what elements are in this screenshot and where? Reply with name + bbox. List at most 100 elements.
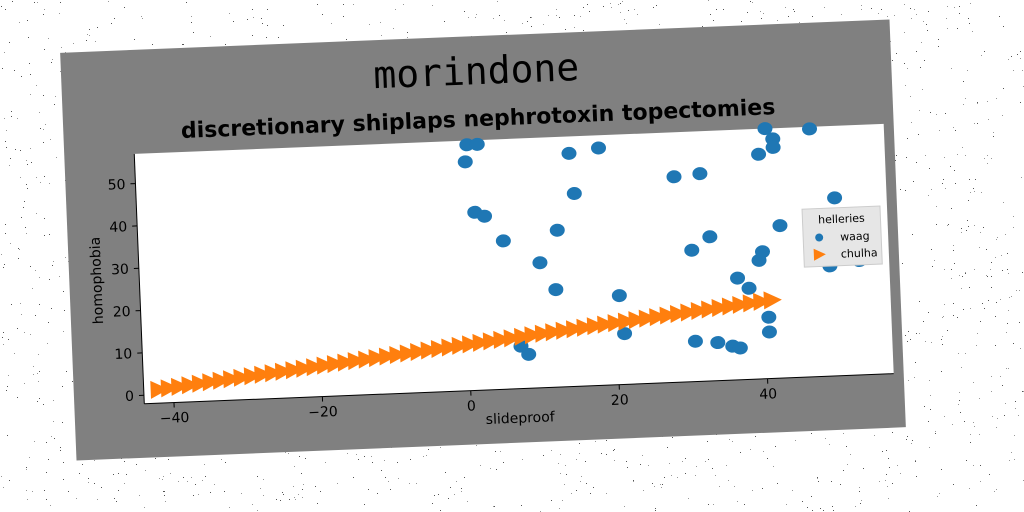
waag-point (469, 137, 485, 151)
chulha-point (285, 361, 304, 380)
waag-point (548, 283, 564, 297)
chulha-point (170, 377, 190, 396)
y-axis-ticks: 0 10 20 30 40 50 (107, 177, 144, 405)
x-axis-label: slideproof (485, 409, 556, 428)
x-tick-label: 20 (611, 392, 629, 409)
chulha-point (680, 303, 699, 322)
waag-point (477, 209, 493, 223)
waag-point (730, 271, 746, 285)
chulha-point (378, 347, 398, 366)
chulha-point (430, 339, 450, 358)
waag-point (687, 334, 703, 348)
chulha-point (181, 376, 200, 395)
waag-point (457, 155, 473, 169)
x-axis-ticks: −40 −20 0 20 40 (160, 378, 777, 427)
chulha-point (399, 344, 419, 363)
chulha-point (233, 368, 252, 387)
chulha-point (669, 305, 689, 324)
waag-point (827, 191, 843, 205)
chulha-point (254, 365, 273, 384)
y-tick-label: 0 (125, 389, 135, 405)
y-tick-label: 20 (112, 304, 130, 321)
chulha-point (472, 333, 491, 352)
chulha-point (441, 338, 460, 357)
legend-label-waag: waag (840, 229, 870, 243)
y-axis-line (133, 153, 145, 404)
x-tick-label: 0 (467, 398, 477, 414)
chulha-point (493, 330, 512, 349)
chulha-point (545, 323, 564, 342)
waag-point (761, 310, 777, 324)
waag-point (751, 147, 767, 161)
chulha-point (337, 353, 356, 372)
waag-point (532, 256, 548, 270)
chulha-point (150, 380, 169, 399)
chulha-point (274, 362, 294, 381)
chulha-point (690, 302, 710, 320)
waag-point (591, 141, 606, 155)
waag-point (741, 281, 757, 295)
chulha-point (264, 364, 283, 383)
legend-title: helleries (818, 212, 865, 227)
plot-area (134, 123, 894, 404)
y-tick-label: 10 (114, 346, 132, 363)
chulha-point (223, 370, 242, 389)
waag-point (757, 122, 773, 136)
waag-point (754, 245, 770, 259)
legend-marker-chulha (813, 248, 826, 261)
x-tick-label: −40 (160, 410, 190, 427)
chulha-point (576, 318, 595, 337)
x-tick-label: −20 (308, 404, 338, 421)
chulha-point (420, 341, 439, 360)
legend-box (801, 205, 883, 268)
chulha-point (482, 332, 502, 351)
chulha-point (607, 314, 626, 333)
data-marks (150, 122, 867, 399)
chulha-point (462, 335, 481, 354)
chulha-point (555, 321, 574, 340)
chulha-point (212, 371, 231, 390)
waag-point (692, 167, 708, 181)
chulha-point (534, 324, 554, 343)
chulha-point (628, 311, 647, 330)
chulha-point (721, 297, 741, 316)
waag-point (772, 219, 788, 233)
chulha-point (638, 309, 658, 328)
waag-point (702, 230, 718, 244)
waag-point (495, 234, 511, 248)
y-axis-label: homophobia (88, 237, 107, 325)
chulha-point (160, 379, 179, 398)
waag-point (761, 325, 777, 339)
x-axis-line (144, 373, 894, 405)
legend-label-chulha: chulha (841, 246, 878, 260)
chulha-point (742, 294, 762, 313)
waag-point (802, 122, 818, 136)
chulha-point (701, 300, 720, 319)
waag-point (684, 243, 700, 257)
chart-figure: morindone discretionary shiplaps nephrot… (60, 19, 906, 461)
waag-point (732, 341, 748, 355)
chulha-point (306, 358, 325, 377)
chulha-point (753, 292, 772, 311)
legend: helleries waag chulha (801, 205, 883, 268)
chulha-point (649, 308, 668, 327)
waag-point (666, 170, 682, 184)
scatter-chart: morindone discretionary shiplaps nephrot… (88, 45, 894, 428)
chulha-point (326, 355, 346, 374)
chulha-point (410, 343, 429, 361)
chulha-point (202, 373, 221, 392)
chulha-point (586, 317, 606, 336)
chulha-point (514, 327, 533, 346)
chulha-point (389, 346, 408, 365)
chart-title: morindone (372, 45, 580, 97)
chulha-point (451, 336, 471, 355)
chulha-point (358, 350, 377, 369)
waag-point (765, 140, 781, 154)
x-tick-label: 40 (759, 386, 777, 403)
chulha-point (503, 329, 522, 348)
chulha-point (617, 312, 637, 331)
waag-point (617, 327, 633, 341)
waag-point (521, 347, 537, 361)
y-tick-label: 30 (111, 262, 129, 279)
chulha-point (732, 295, 751, 314)
